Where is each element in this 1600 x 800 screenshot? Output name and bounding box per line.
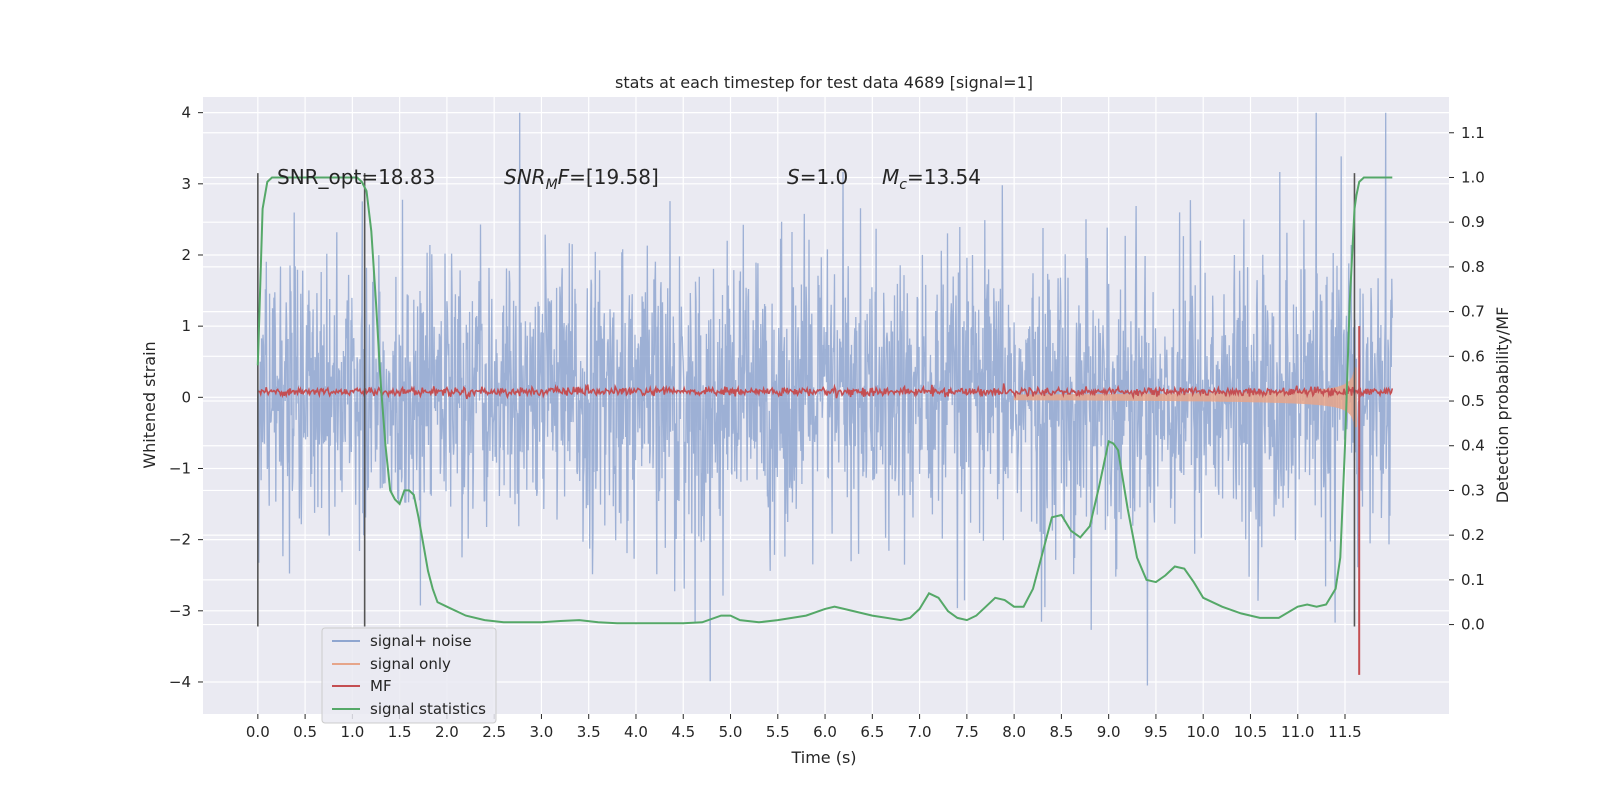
- signal-noise-series: [257, 112, 1393, 686]
- snr-mf-suffix: F=[19.58]: [558, 165, 659, 189]
- x-tick-label: 2.0: [435, 723, 459, 741]
- y-right-tick-label: 0.3: [1461, 481, 1485, 499]
- x-tick-label: 6.0: [813, 723, 837, 741]
- y-axis-right-label: Detection probability/MF: [1493, 307, 1512, 504]
- x-tick-label: 7.5: [955, 723, 979, 741]
- x-tick-label: 5.5: [766, 723, 790, 741]
- annotation-mc: Mc=13.54: [882, 165, 981, 193]
- mf-line: [257, 383, 1394, 400]
- y-right-tick-label: 0.9: [1461, 213, 1485, 231]
- x-tick-label: 10.0: [1187, 723, 1220, 741]
- y-tick-label: −4: [169, 673, 191, 691]
- x-tick-label: 4.0: [624, 723, 648, 741]
- mc-var: M: [882, 165, 899, 189]
- y-axis-ticks: 4 3 2 1 0 −1 −2 −3 −4: [169, 104, 203, 691]
- signal-statistics-line: [256, 176, 1393, 625]
- x-tick-label: 2.5: [482, 723, 506, 741]
- x-tick-label: 10.5: [1234, 723, 1267, 741]
- y-right-tick-label: 1.0: [1461, 168, 1485, 186]
- x-tick-label: 11.5: [1328, 723, 1361, 741]
- chart-title: stats at each timestep for test data 468…: [615, 73, 1033, 92]
- x-tick-label: 0.0: [246, 723, 270, 741]
- x-tick-label: 4.5: [671, 723, 695, 741]
- y-right-tick-label: 0.7: [1461, 303, 1485, 321]
- y-right-tick-label: 0.8: [1461, 258, 1485, 276]
- annotation-snr-opt: SNR_opt=18.83: [277, 165, 435, 189]
- snr-mf-sub: M: [546, 177, 558, 193]
- mc-sub: c: [899, 177, 907, 193]
- legend-label-signal-only: signal only: [370, 655, 451, 673]
- s-var: S: [787, 165, 800, 189]
- y-tick-label: 4: [181, 104, 191, 122]
- x-tick-label: 0.5: [293, 723, 317, 741]
- y-axis-label: Whitened strain: [140, 341, 159, 468]
- annotation-snr-mf: SNRMF=[19.58]: [504, 165, 659, 193]
- signal-statistics-series: [256, 176, 1393, 625]
- x-axis-label: Time (s): [790, 748, 856, 767]
- snr-mf-prefix: SNR: [504, 165, 546, 189]
- x-tick-label: 9.5: [1144, 723, 1168, 741]
- y-right-tick-label: 0.4: [1461, 437, 1485, 455]
- x-tick-label: 1.0: [340, 723, 364, 741]
- legend: signal+ noise signal only MF signal stat…: [321, 627, 497, 724]
- mc-value: =13.54: [907, 165, 981, 189]
- legend-label-mf: MF: [370, 677, 392, 695]
- x-tick-label: 1.5: [388, 723, 412, 741]
- x-tick-label: 9.0: [1097, 723, 1121, 741]
- y-tick-label: −3: [169, 602, 191, 620]
- annotation-s: S=1.0: [787, 165, 848, 189]
- y-right-tick-label: 0.2: [1461, 526, 1485, 544]
- x-tick-label: 11.0: [1281, 723, 1314, 741]
- mf-series: [257, 326, 1394, 675]
- signal-only-line: [1013, 367, 1357, 428]
- y-right-tick-label: 0.1: [1461, 571, 1485, 589]
- y-tick-label: −1: [169, 459, 191, 477]
- y-right-tick-label: 0.0: [1461, 616, 1485, 634]
- x-tick-label: 3.0: [530, 723, 554, 741]
- y-axis-right-ticks: 1.1 1.0 0.9 0.8 0.7 0.6 0.5 0.4 0.3 0.2 0.1 0.0: [1449, 124, 1485, 634]
- signal-only-series: [1013, 367, 1357, 428]
- y-right-tick-label: 0.6: [1461, 347, 1485, 365]
- y-tick-label: 1: [181, 317, 191, 335]
- x-tick-label: 8.0: [1002, 723, 1026, 741]
- y-tick-label: 2: [181, 246, 191, 264]
- y-right-tick-label: 1.1: [1461, 124, 1485, 142]
- y-tick-label: 0: [181, 388, 191, 406]
- x-tick-label: 7.0: [908, 723, 932, 741]
- y-tick-label: −2: [169, 531, 191, 549]
- vertical-markers: [257, 173, 1356, 627]
- s-value: =1.0: [800, 165, 849, 189]
- x-tick-label: 5.0: [719, 723, 743, 741]
- y-right-tick-label: 0.5: [1461, 392, 1485, 410]
- legend-label-signal-statistics: signal statistics: [370, 700, 486, 718]
- signal-noise-line: [257, 112, 1393, 686]
- legend-label-signal-noise: signal+ noise: [370, 632, 472, 650]
- legend-box: [321, 627, 497, 724]
- x-tick-label: 3.5: [577, 723, 601, 741]
- x-axis-ticks: 0.0 0.5 1.0 1.5 2.0 2.5 3.0 3.5 4.0 4.5 5.0 5.5 6.0 6…: [246, 714, 1362, 741]
- y-tick-label: 3: [181, 175, 191, 193]
- x-tick-label: 6.5: [860, 723, 884, 741]
- x-tick-label: 8.5: [1049, 723, 1073, 741]
